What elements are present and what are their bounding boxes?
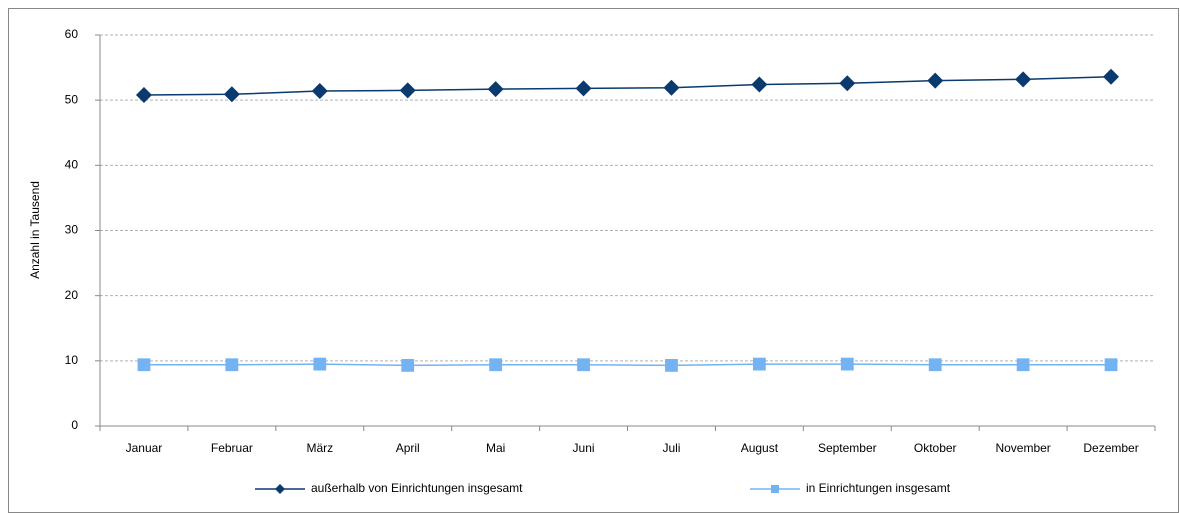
x-tick-label: Februar bbox=[211, 441, 253, 455]
x-tick-label: November bbox=[995, 441, 1050, 455]
marker bbox=[1015, 71, 1032, 88]
series-line bbox=[143, 75, 1112, 96]
marker bbox=[489, 358, 503, 372]
marker bbox=[839, 75, 856, 92]
y-tick-label: 60 bbox=[65, 27, 79, 41]
x-tick-label: Juni bbox=[573, 441, 595, 455]
marker bbox=[575, 80, 592, 97]
marker bbox=[663, 79, 680, 96]
x-tick-label: Januar bbox=[126, 441, 163, 455]
y-tick-label: 40 bbox=[65, 158, 79, 172]
marker bbox=[928, 358, 942, 372]
marker bbox=[225, 358, 239, 372]
y-tick-label: 10 bbox=[65, 353, 79, 367]
marker bbox=[1016, 358, 1030, 372]
x-tick-label: Mai bbox=[486, 441, 505, 455]
marker bbox=[313, 357, 327, 371]
marker bbox=[927, 72, 944, 89]
legend-marker bbox=[771, 485, 779, 493]
marker bbox=[1104, 358, 1118, 372]
x-tick-label: April bbox=[396, 441, 420, 455]
marker bbox=[752, 357, 766, 371]
y-axis-label: Anzahl in Tausend bbox=[28, 181, 42, 279]
x-tick-label: Juli bbox=[662, 441, 680, 455]
marker bbox=[311, 83, 328, 100]
marker bbox=[399, 82, 416, 99]
y-tick-label: 30 bbox=[65, 223, 79, 237]
marker bbox=[751, 76, 768, 93]
x-tick-label: August bbox=[741, 441, 779, 455]
marker bbox=[137, 358, 151, 372]
marker bbox=[135, 86, 152, 103]
series-line bbox=[143, 363, 1112, 367]
y-tick-label: 50 bbox=[65, 92, 79, 106]
legend-label: in Einrichtungen insgesamt bbox=[806, 481, 951, 495]
marker bbox=[487, 81, 504, 98]
chart-frame bbox=[8, 8, 1179, 513]
y-tick-label: 20 bbox=[65, 288, 79, 302]
marker bbox=[1103, 68, 1120, 85]
x-tick-label: März bbox=[306, 441, 333, 455]
marker bbox=[401, 358, 415, 372]
x-tick-label: Dezember bbox=[1083, 441, 1138, 455]
marker bbox=[665, 358, 678, 372]
legend-label: außerhalb von Einrichtungen insgesamt bbox=[311, 481, 523, 495]
x-tick-label: September bbox=[818, 441, 877, 455]
x-tick-label: Oktober bbox=[914, 441, 957, 455]
legend-marker bbox=[275, 484, 285, 494]
marker bbox=[577, 358, 590, 372]
marker bbox=[840, 357, 854, 371]
y-tick-label: 0 bbox=[71, 418, 78, 432]
marker bbox=[223, 86, 240, 103]
